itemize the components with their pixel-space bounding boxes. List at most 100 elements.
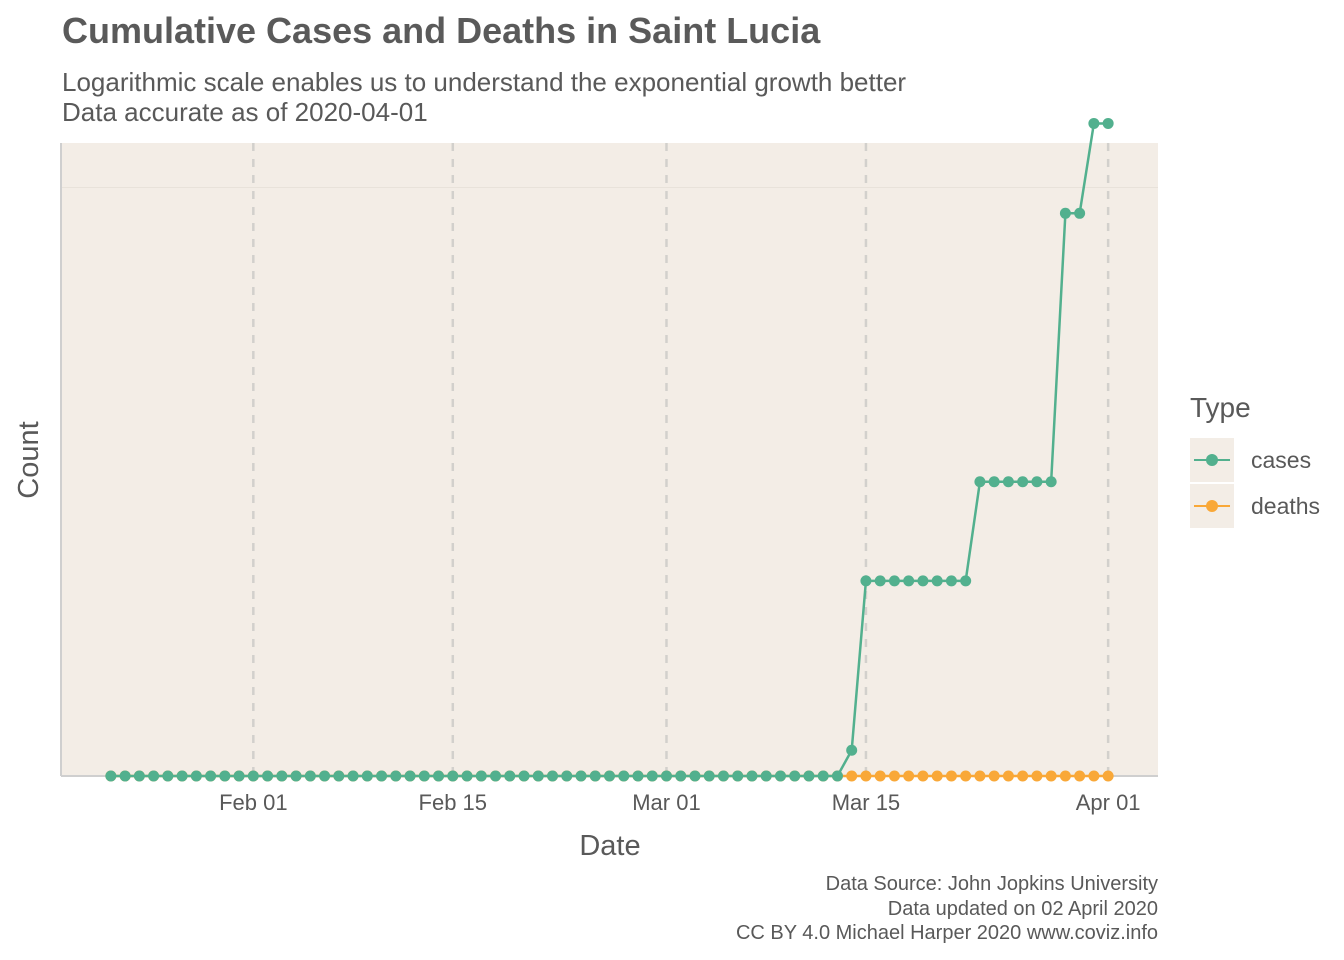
cases-point [461,770,473,782]
caption-source: Data Source: John Jopkins University [825,873,1158,895]
cases-point [589,770,601,782]
deaths-point [917,770,929,782]
cases-point [205,770,217,782]
cases-point [1102,117,1114,129]
deaths-point [974,770,986,782]
deaths-point [931,770,943,782]
cases-point [703,770,715,782]
y-axis-label: Count [13,421,45,498]
cases-point [1074,207,1086,219]
cases-point [917,575,929,587]
deaths-point [1088,770,1100,782]
x-tick-label: Apr 01 [1076,790,1141,815]
cases-point [732,770,744,782]
deaths-point [860,770,872,782]
cases-point [860,575,872,587]
x-tick-labels: Feb 01 Feb 15 Mar 01 Mar 15 Apr 01 [219,790,1140,815]
deaths-point [1031,770,1043,782]
cases-point [119,770,131,782]
cases-point [262,770,274,782]
cases-point [290,770,302,782]
cases-point [532,770,544,782]
cases-point [1002,476,1014,488]
chart-subtitle-line2: Data accurate as of 2020-04-01 [62,97,428,127]
cases-point [660,770,672,782]
caption-updated: Data updated on 02 April 2020 [887,898,1158,920]
cases-point [1017,476,1029,488]
x-tick-label: Feb 15 [419,790,488,815]
cases-point [547,770,559,782]
cases-point [575,770,587,782]
cases-point [817,770,829,782]
legend-dot-icon [1206,454,1218,466]
cases-point [404,770,416,782]
cases-point [390,770,402,782]
cases-point [646,770,658,782]
cases-point [148,770,160,782]
caption-license: CC BY 4.0 Michael Harper 2020 www.coviz.… [735,922,1158,944]
x-tick-label: Mar 01 [632,790,700,815]
cases-point [418,770,430,782]
cases-point [803,770,815,782]
cases-point [247,770,259,782]
cases-point [133,770,145,782]
cases-point [561,770,573,782]
cases-point [689,770,701,782]
deaths-point [1074,770,1086,782]
cases-point [846,744,858,756]
cases-point [1088,117,1100,129]
chart-subtitle-line1: Logarithmic scale enables us to understa… [62,67,907,97]
cases-point [1059,207,1071,219]
cases-point [219,770,231,782]
deaths-point [960,770,972,782]
cases-point [490,770,502,782]
cases-point [105,770,117,782]
cases-point [361,770,373,782]
legend-label-cases: cases [1251,447,1312,473]
legend-dot-icon [1206,500,1218,512]
cases-point [333,770,345,782]
deaths-point [903,770,915,782]
legend-title: Type [1190,392,1251,423]
cases-point [945,575,957,587]
legend-key-cases [1190,438,1234,482]
x-tick-label: Mar 15 [832,790,900,815]
cases-point [988,476,1000,488]
cases-point [831,770,843,782]
deaths-point [988,770,1000,782]
cases-point [518,770,530,782]
cases-point [1031,476,1043,488]
grid-layer [61,143,1158,776]
cases-point [632,770,644,782]
cases-point [433,770,445,782]
cases-point [960,575,972,587]
legend-label-deaths: deaths [1251,493,1321,519]
legend-item-deaths: deaths [1190,484,1340,528]
cases-point [746,770,758,782]
cases-point [233,770,245,782]
cases-point [760,770,772,782]
cases-point [1045,476,1057,488]
deaths-point [888,770,900,782]
cases-point [874,575,886,587]
deaths-point [874,770,886,782]
cases-point [347,770,359,782]
cases-point [789,770,801,782]
chart-title: Cumulative Cases and Deaths in Saint Luc… [62,10,821,51]
cases-point [376,770,388,782]
cases-point [604,770,615,782]
cases-point [475,770,487,782]
cases-point [618,770,630,782]
deaths-point [846,770,858,782]
cases-point [276,770,288,782]
cases-point [447,770,459,782]
deaths-point [1045,770,1057,782]
cases-point [162,770,174,782]
x-tick-label: Feb 01 [219,790,288,815]
cases-point [717,770,729,782]
cases-point [774,770,786,782]
plot-background [61,143,1158,776]
cases-point [888,575,900,587]
cases-point [675,770,687,782]
